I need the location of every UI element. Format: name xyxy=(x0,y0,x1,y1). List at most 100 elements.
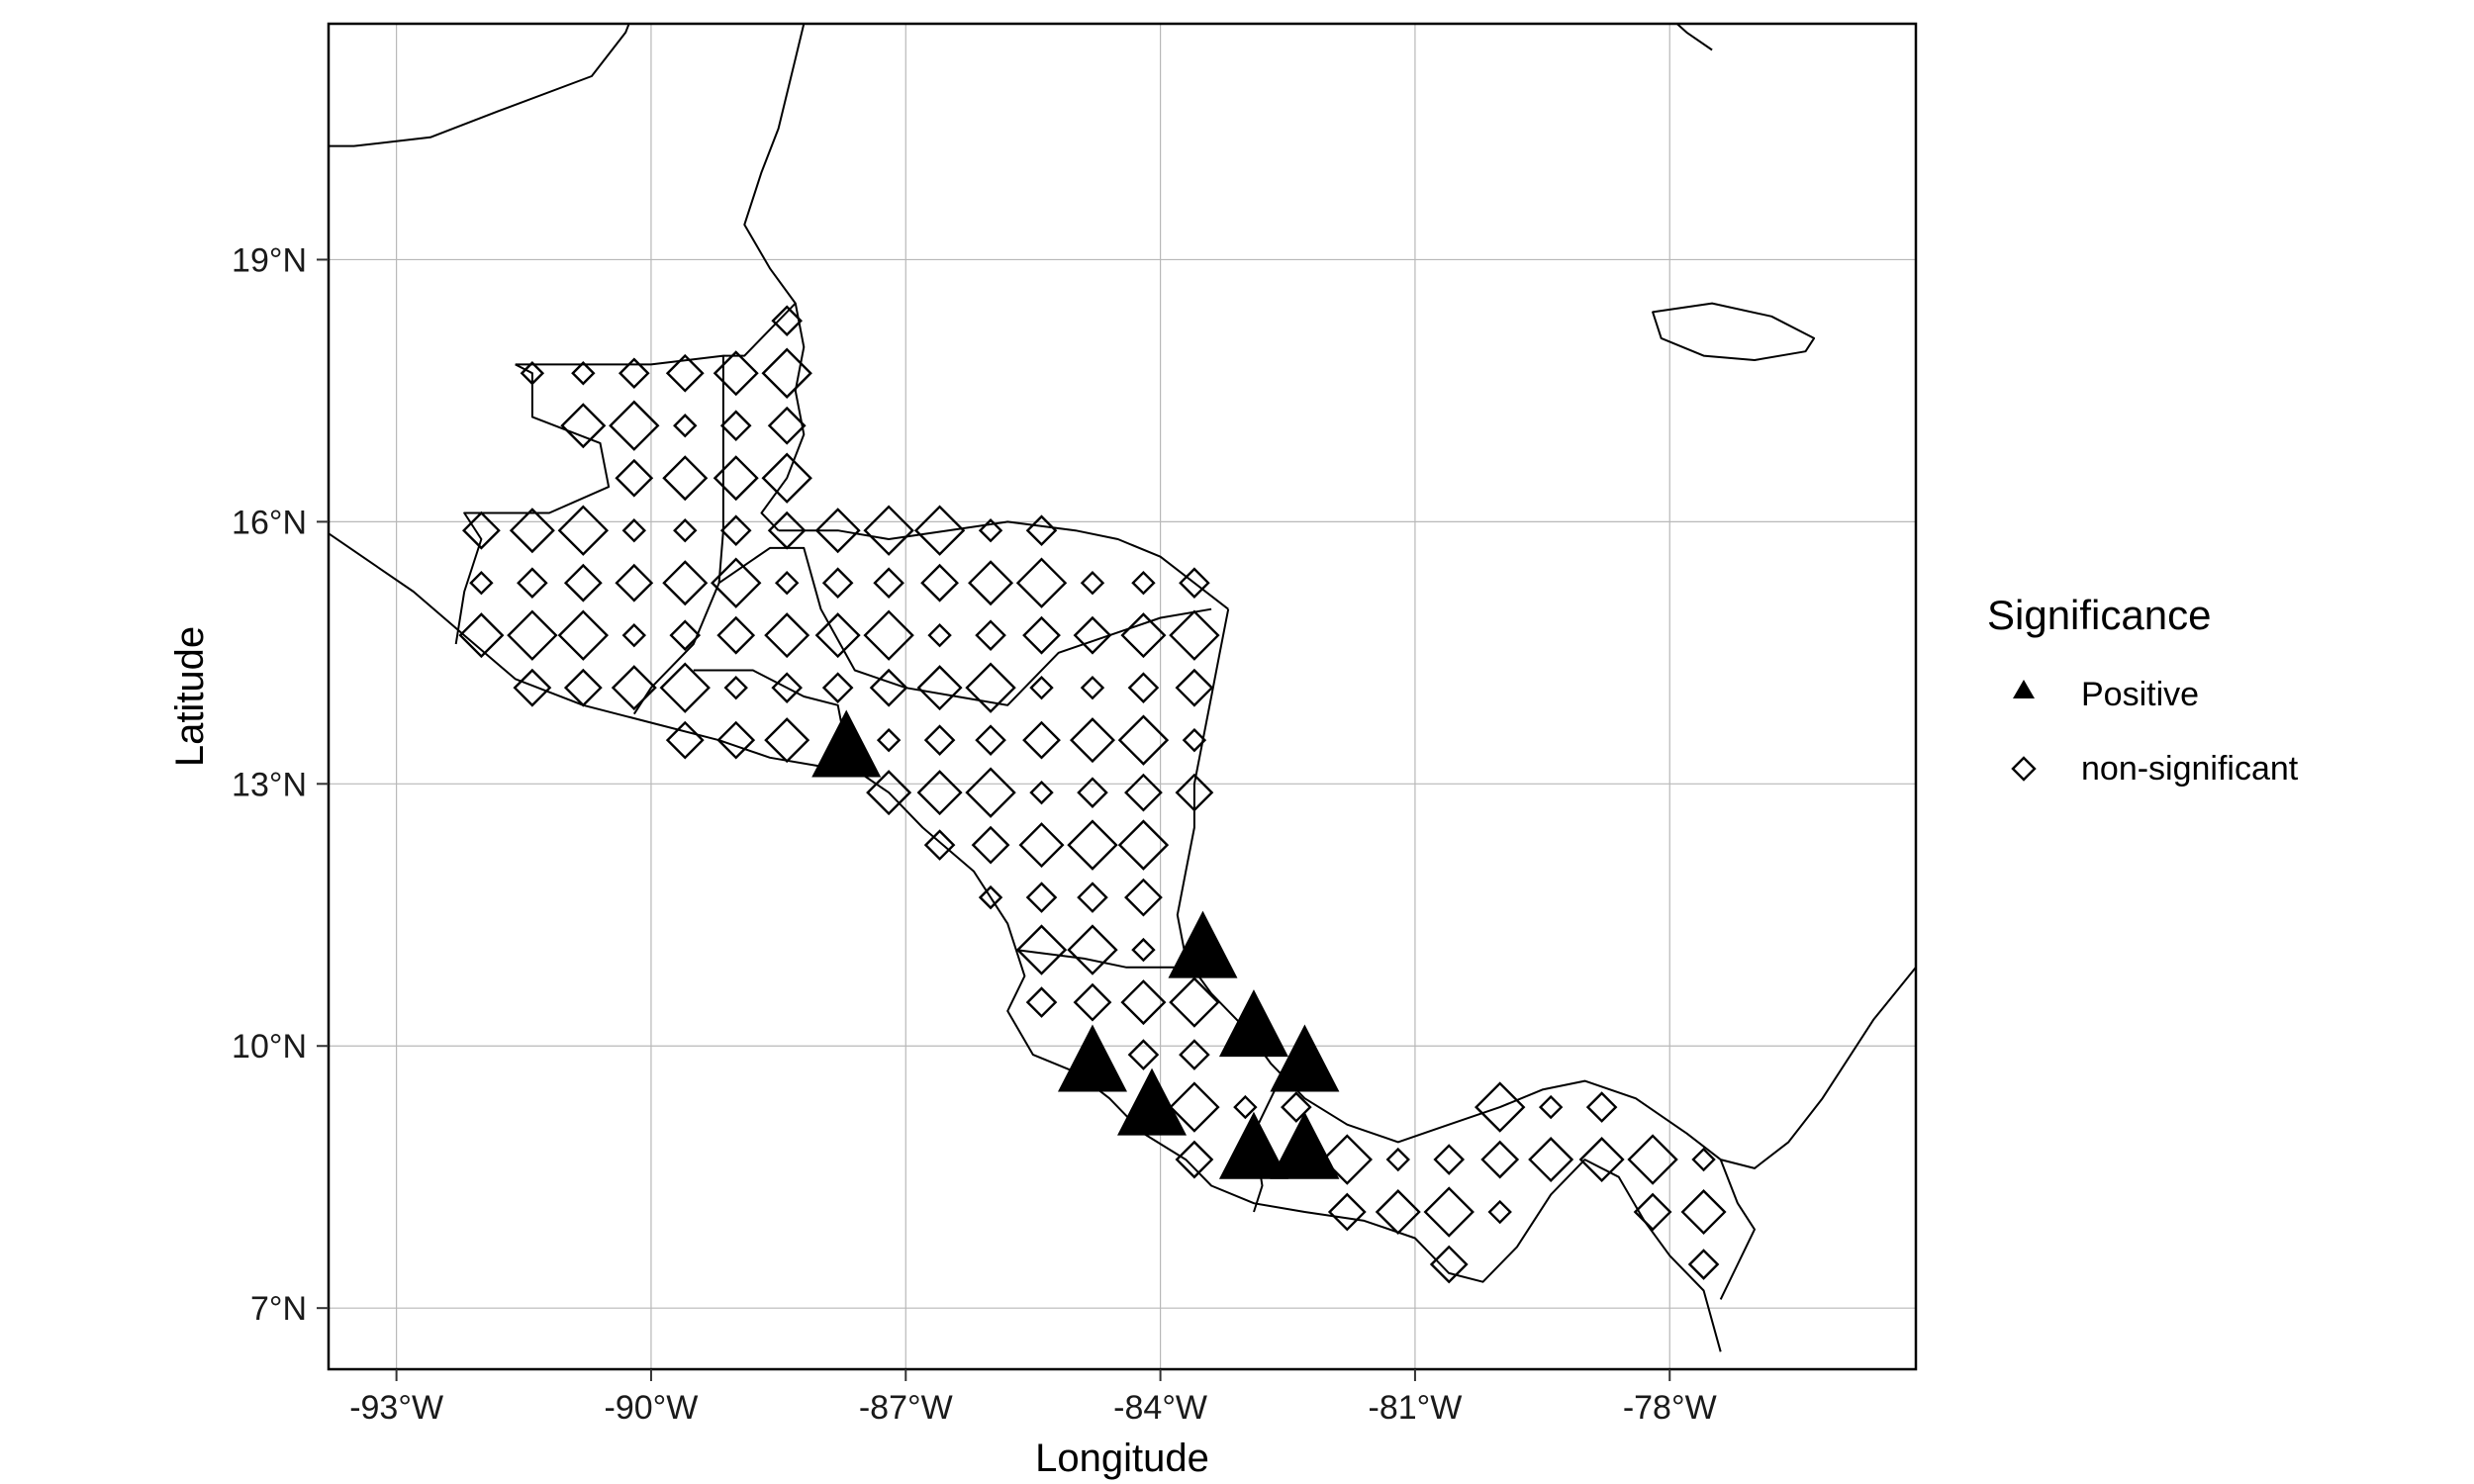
nonsignificant-marker xyxy=(1538,1094,1564,1120)
nonsignificant-marker xyxy=(1475,1081,1526,1133)
yucatan-coast xyxy=(329,24,806,531)
nonsignificant-marker xyxy=(1175,773,1214,812)
nonsignificant-marker xyxy=(1124,878,1163,917)
nonsignificant-marker xyxy=(814,508,861,554)
nonsignificant-marker xyxy=(764,717,810,764)
legend-nonsignificant-diamond xyxy=(2011,756,2037,782)
axis-ticks: -93°W -90°W -87°W -84°W -81°W -78°W 7°N 10°N 13°… xyxy=(232,241,1717,1427)
nonsignificant-marker xyxy=(662,455,709,502)
nonsignificant-marker xyxy=(711,557,762,608)
nonsignificant-marker xyxy=(1327,1192,1367,1232)
legend: Significance Positive non-significant xyxy=(1987,592,2299,788)
nonsignificant-marker xyxy=(927,622,952,648)
nonsignificant-marker xyxy=(1025,514,1058,547)
nonsignificant-marker xyxy=(923,829,956,861)
nonsignificant-marker xyxy=(916,770,963,816)
mexico-border xyxy=(454,363,611,645)
nonsignificant-marker xyxy=(1281,1091,1312,1123)
nonsignificant-marker xyxy=(873,567,904,599)
nonsignificant-marker xyxy=(1680,1189,1727,1236)
nonsignificant-marker xyxy=(876,727,902,753)
nonsignificant-marker xyxy=(719,410,752,442)
x-tick-label: -84°W xyxy=(1113,1389,1207,1427)
nonsignificant-marker xyxy=(923,724,956,756)
y-tick-label: 10°N xyxy=(232,1028,307,1066)
nonsignificant-marker xyxy=(1233,1094,1258,1120)
nonsignificant-marker xyxy=(1117,819,1170,871)
nonsignificant-marker xyxy=(968,560,1014,606)
nonsignificant-marker xyxy=(1127,1039,1160,1070)
positive-marker xyxy=(811,709,882,778)
nonsignificant-marker xyxy=(1025,986,1058,1018)
nonsignificant-marker xyxy=(1080,570,1105,596)
nonsignificant-marker xyxy=(1169,1081,1220,1133)
nonsignificant-marker xyxy=(469,570,494,596)
nonsignificant-marker xyxy=(1120,612,1167,659)
nonsignificant-marker xyxy=(1169,976,1220,1028)
nonsignificant-marker xyxy=(1127,672,1160,703)
nonsignificant-marker xyxy=(761,347,812,399)
nonsignificant-marker xyxy=(761,452,812,504)
nonsignificant-marker xyxy=(716,615,756,655)
nonsignificant-marker xyxy=(978,518,1003,543)
nonsignificant-marker xyxy=(609,400,660,451)
nonsignificant-marker xyxy=(1131,937,1156,963)
nonsignificant-marker xyxy=(665,353,705,393)
nonsignificant-marker xyxy=(461,510,501,550)
nonsignificant-marker xyxy=(1480,1140,1520,1179)
nonsignificant-marker xyxy=(774,570,800,596)
x-tick-label: -90°W xyxy=(605,1389,699,1427)
nonsignificant-marker xyxy=(1080,675,1105,700)
legend-title: Significance xyxy=(1987,592,2211,638)
nonsignificant-marker xyxy=(1169,609,1220,661)
x-tick-label: -93°W xyxy=(349,1389,443,1427)
nonsignificant-marker xyxy=(621,622,646,648)
nonsignificant-marker xyxy=(1578,1137,1625,1183)
nonsignificant-marker xyxy=(662,560,709,606)
nonsignificant-marker xyxy=(571,361,596,386)
nonsignificant-marker xyxy=(1423,1186,1475,1238)
nonsignificant-marker xyxy=(1175,1140,1214,1179)
nonsignificant-marker xyxy=(1385,1147,1410,1172)
nonsignificant-marker xyxy=(1429,1245,1469,1284)
nonsignificant-marker xyxy=(618,357,650,390)
y-tick-label: 7°N xyxy=(250,1290,307,1328)
coastlines xyxy=(329,24,1916,1352)
nonsignificant-marker xyxy=(1029,780,1054,805)
nonsignificant-marker xyxy=(723,675,748,700)
honduras-coast xyxy=(778,520,1229,610)
nonsignificant-marker xyxy=(659,662,711,713)
nonsignificant-marker xyxy=(767,510,807,550)
nonsignificant-marker xyxy=(1015,557,1068,608)
nonsignificant-marker xyxy=(1585,1091,1618,1123)
nonsignificant-marker xyxy=(563,563,603,603)
nonsignificant-marker xyxy=(1175,668,1214,707)
elsalvador-border xyxy=(693,669,848,750)
nonsignificant-marker xyxy=(1117,714,1170,766)
nonsignificant-marker xyxy=(1179,1039,1210,1070)
jamaica-coast xyxy=(1652,302,1816,361)
nonsignificant-marker xyxy=(975,724,1006,756)
nonsignificant-marker xyxy=(713,455,759,502)
nonsignificant-marker xyxy=(669,619,702,651)
y-tick-label: 19°N xyxy=(232,241,307,279)
nonsignificant-marker xyxy=(1073,615,1112,655)
y-axis-title: Latitude xyxy=(168,626,212,767)
nonsignificant-marker xyxy=(863,505,914,556)
legend-positive-triangle xyxy=(2013,680,2035,698)
nonsignificant-marker xyxy=(1321,1134,1374,1185)
nonsignificant-marker xyxy=(965,662,1016,713)
nonsignificant-marker xyxy=(869,668,908,707)
nonsignificant-marker xyxy=(1022,720,1061,760)
nonsignificant-marker xyxy=(1131,570,1156,596)
nonsignificant-marker xyxy=(1029,675,1054,700)
nonsignificant-marker xyxy=(978,884,1003,910)
nonsignificant-marker xyxy=(1073,982,1112,1022)
nonsignificant-marker xyxy=(965,767,1016,818)
legend-label-nonsignificant: non-significant xyxy=(2081,750,2299,788)
nonsignificant-marker xyxy=(1633,1192,1672,1232)
nonsignificant-marker xyxy=(1022,615,1061,655)
nonsignificant-marker xyxy=(1627,1134,1678,1185)
